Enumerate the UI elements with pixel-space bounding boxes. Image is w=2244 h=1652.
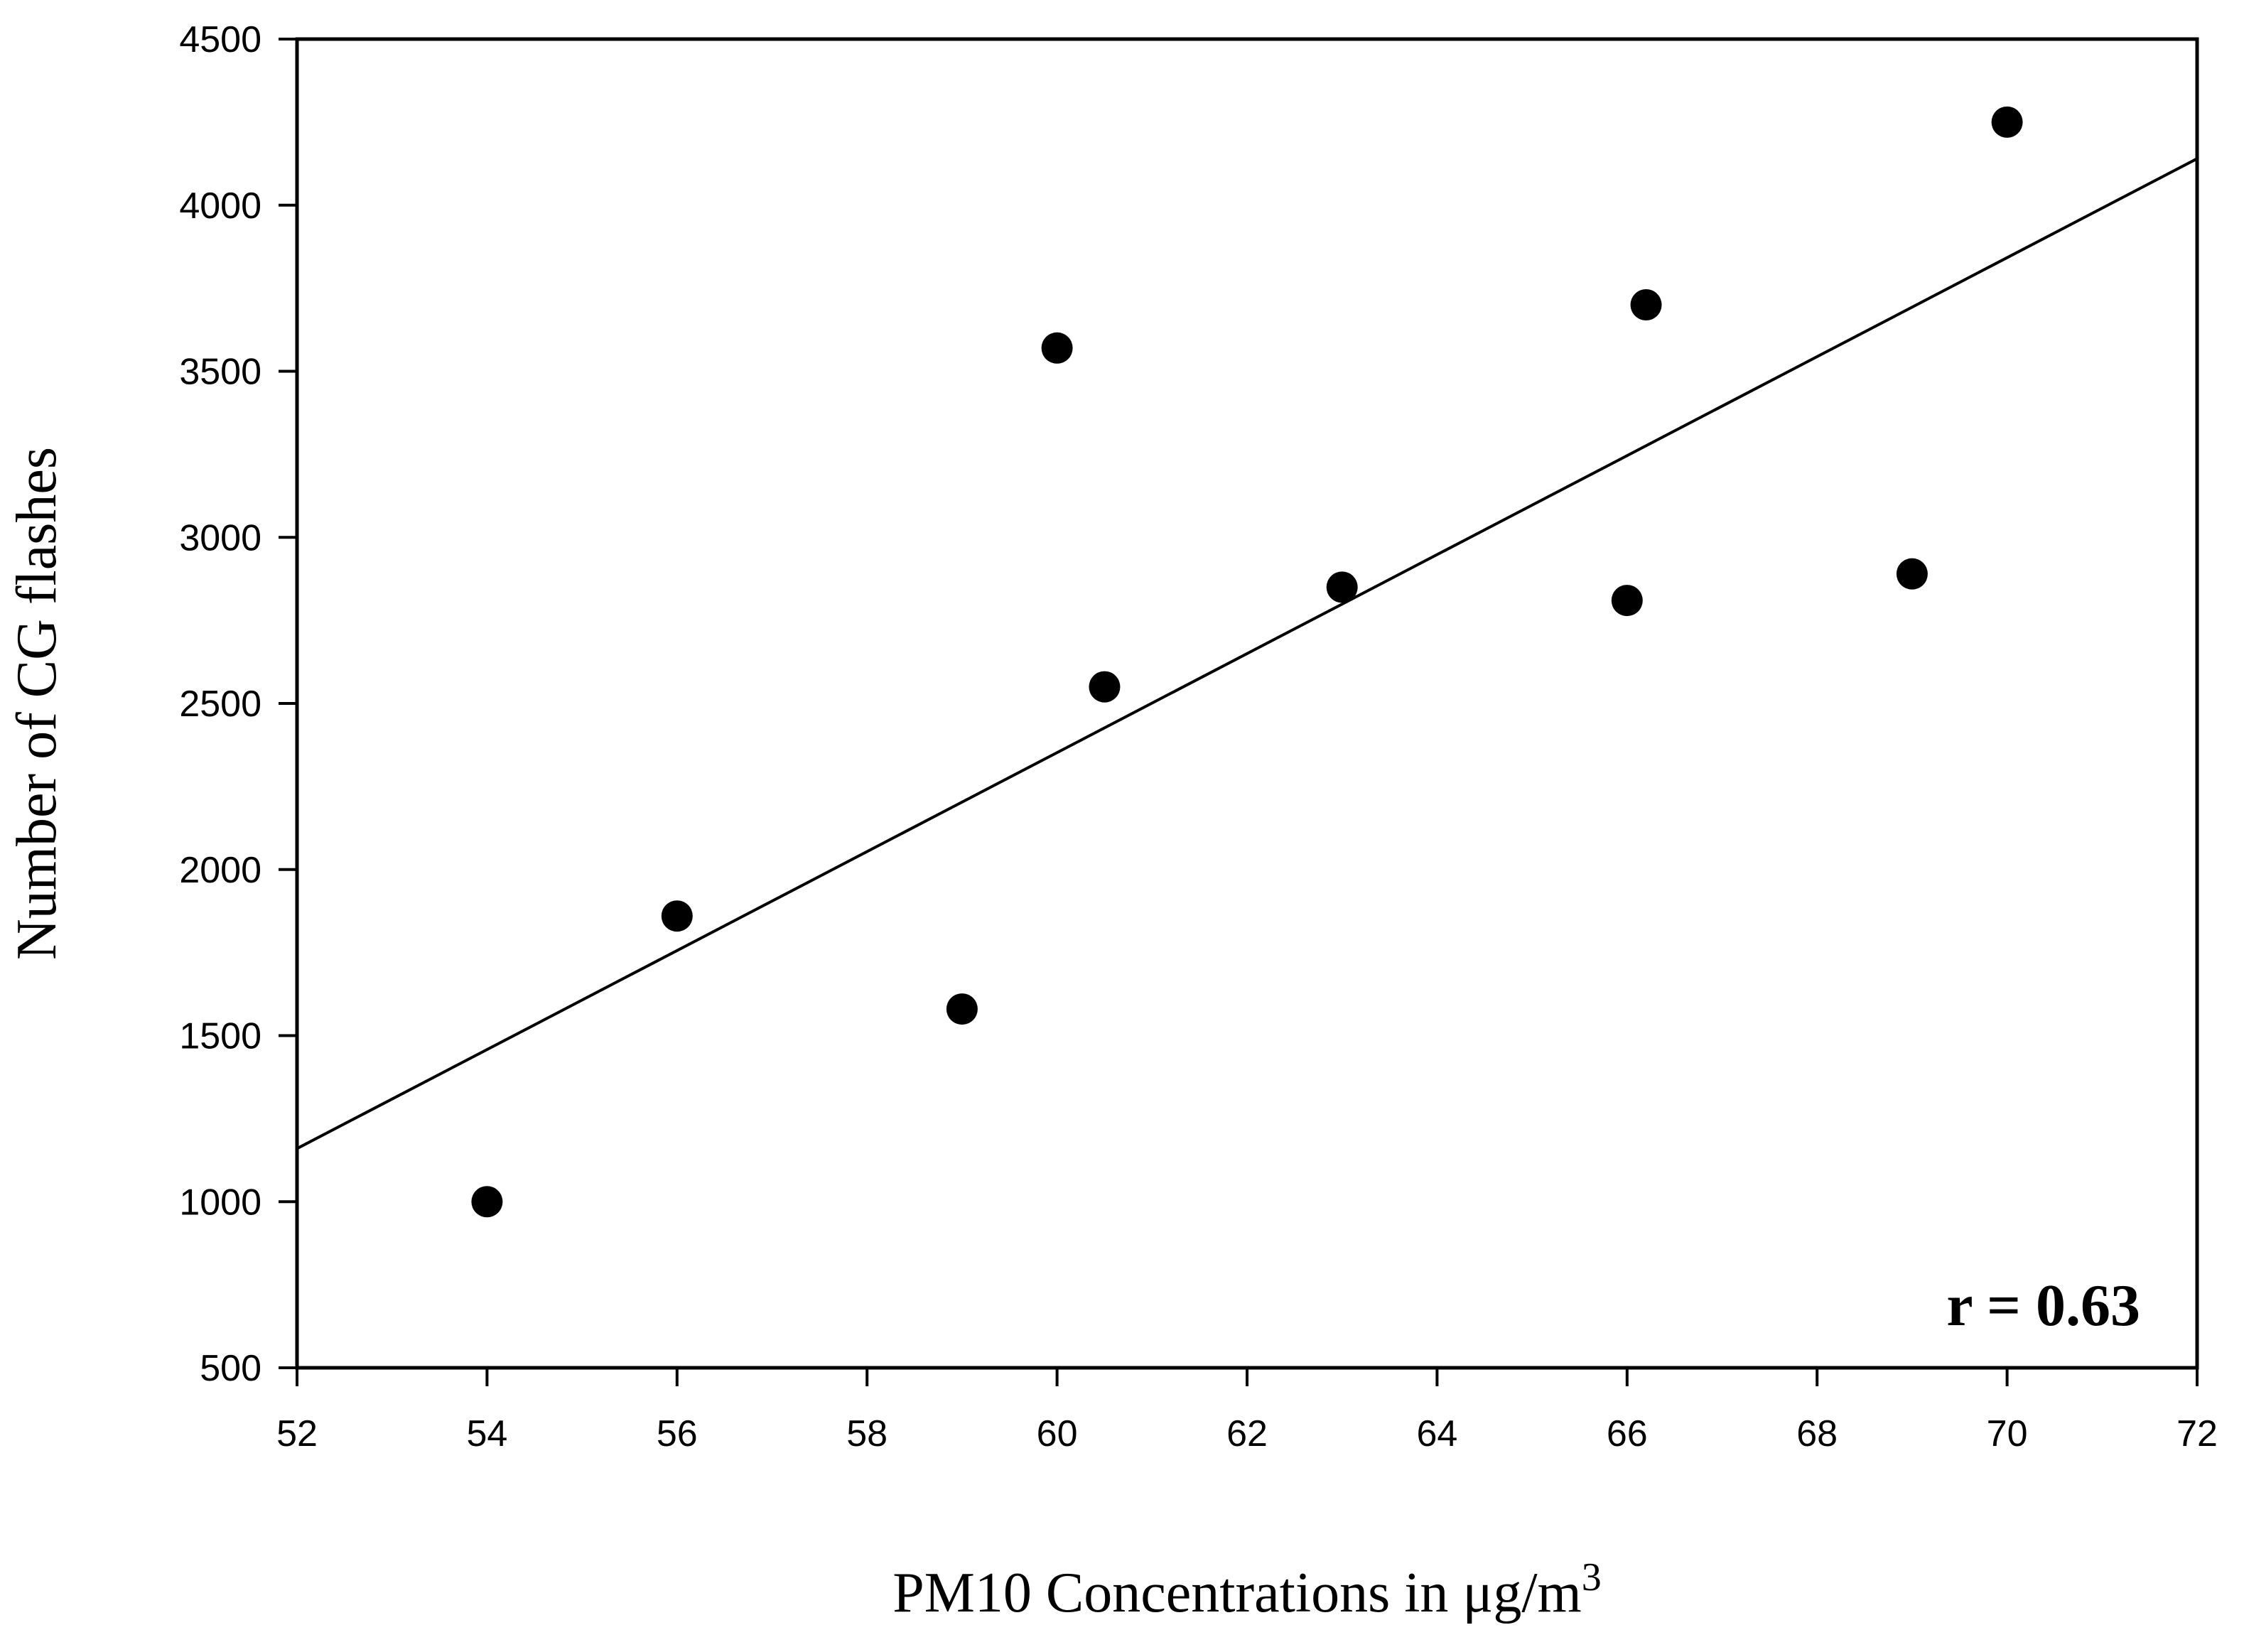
plot-frame [295, 37, 2199, 1370]
data-point [471, 1186, 503, 1218]
regression-line [296, 157, 2198, 1150]
y-tick-label: 4500 [179, 19, 261, 60]
y-tick-label: 500 [200, 1348, 261, 1389]
data-point [1991, 106, 2023, 138]
plot-area [295, 37, 2199, 1370]
x-axis-title: PM10 Concentrations in μg/m3 [892, 1555, 1602, 1624]
y-axis-title: Number of CG flashes [6, 447, 68, 960]
data-point [1041, 332, 1073, 364]
correlation-annotation: r = 0.63 [1946, 1273, 2140, 1339]
x-tick-label: 54 [466, 1413, 507, 1454]
data-point [946, 993, 978, 1025]
y-tick-label: 3500 [179, 352, 261, 393]
y-tick-label: 1500 [179, 1016, 261, 1057]
x-tick-label: 60 [1037, 1413, 1078, 1454]
y-tick-label: 2000 [179, 850, 261, 891]
data-points [471, 106, 2023, 1218]
x-tick-label: 72 [2176, 1413, 2218, 1454]
x-tick-label: 68 [1796, 1413, 1838, 1454]
x-tick-label: 62 [1226, 1413, 1268, 1454]
x-tick-label: 58 [846, 1413, 888, 1454]
y-tick-label: 1000 [179, 1182, 261, 1223]
data-point [1089, 671, 1121, 703]
data-point [1630, 289, 1662, 320]
data-point [1326, 571, 1358, 603]
x-tick-label: 70 [1987, 1413, 2028, 1454]
x-axis-title-superscript: 3 [1582, 1555, 1602, 1599]
y-axis-ticks: 500 1000 1500 2000 2500 3000 3500 4000 4500 [179, 19, 297, 1389]
y-tick-label: 3000 [179, 517, 261, 558]
data-point [1896, 558, 1928, 590]
x-axis-ticks: 52 54 56 58 60 62 64 66 68 70 72 [276, 1368, 2218, 1454]
y-tick-label: 2500 [179, 684, 261, 725]
y-tick-label: 4000 [179, 185, 261, 227]
x-tick-label: 56 [657, 1413, 698, 1454]
data-point [1611, 585, 1643, 617]
x-tick-label: 64 [1416, 1413, 1457, 1454]
x-tick-label: 52 [276, 1413, 318, 1454]
x-tick-label: 66 [1607, 1413, 1648, 1454]
data-point [661, 900, 693, 932]
x-axis-title-text: PM10 Concentrations in μg/m [892, 1562, 1582, 1624]
